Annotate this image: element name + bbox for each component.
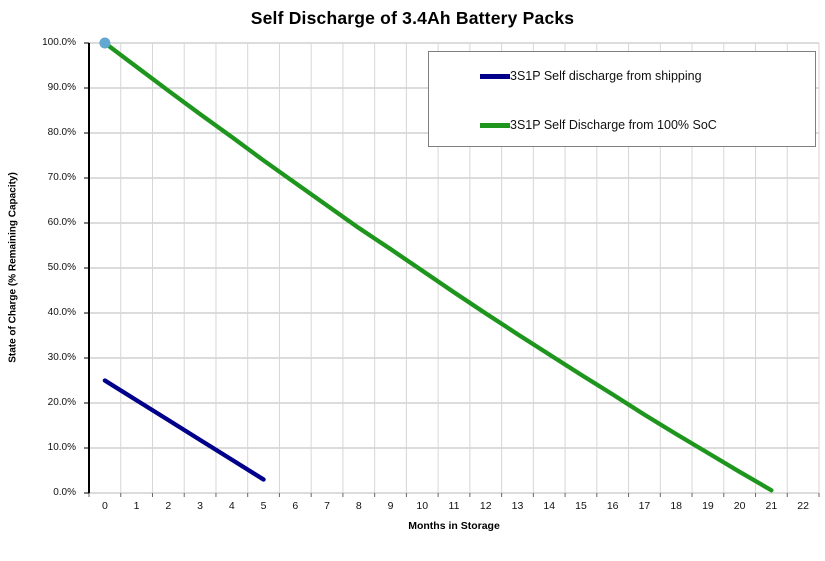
y-tick-label: 20.0%	[47, 397, 76, 408]
x-tick-label: 12	[479, 500, 492, 512]
y-tick-label: 0.0%	[53, 487, 76, 498]
x-tick-label: 3	[197, 500, 203, 512]
legend: 3S1P Self discharge from shipping 3S1P S…	[428, 51, 816, 147]
x-tick-label: 8	[355, 500, 362, 512]
soc-line-swatch	[480, 122, 510, 128]
x-tick-label: 17	[638, 500, 651, 512]
x-tick-label: 15	[575, 500, 587, 512]
y-tick-label: 40.0%	[47, 307, 76, 318]
x-tick-label: 20	[733, 500, 746, 512]
y-tick-label: 10.0%	[47, 442, 76, 453]
legend-label-shipping: 3S1P Self discharge from shipping	[510, 69, 702, 83]
x-tick-label: 19	[702, 500, 714, 512]
x-tick-label: 13	[511, 500, 524, 512]
x-tick-label: 6	[292, 500, 299, 512]
x-tick-label: 7	[324, 500, 330, 512]
x-tick-label: 14	[543, 500, 556, 512]
shipping-line-swatch	[480, 73, 510, 79]
x-tick-label: 18	[670, 500, 683, 512]
soc-discharge-line	[102, 40, 774, 493]
chart-title: Self Discharge of 3.4Ah Battery Packs	[250, 8, 575, 28]
y-tick-label: 90.0%	[47, 82, 76, 93]
x-tick-label: 11	[448, 500, 460, 512]
start-point-marker	[99, 37, 111, 49]
y-tick-label: 60.0%	[47, 217, 76, 228]
x-tick-label: 4	[228, 500, 235, 512]
y-tick-label: 80.0%	[47, 127, 76, 138]
x-tick-label: 22	[797, 500, 809, 512]
y-tick-label: 100.0%	[42, 37, 76, 48]
x-tick-label: 0	[101, 500, 108, 512]
shipping-discharge-line	[102, 378, 266, 482]
x-tick-label: 16	[606, 500, 619, 512]
x-tick-label: 21	[765, 500, 778, 512]
x-tick-label: 2	[165, 500, 172, 512]
x-tick-label: 5	[260, 500, 267, 512]
y-tick-label: 30.0%	[47, 352, 76, 363]
y-tick-label: 70.0%	[47, 172, 76, 183]
x-tick-label: 10	[416, 500, 429, 512]
y-tick-label: 50.0%	[47, 262, 76, 273]
legend-label-100soc: 3S1P Self Discharge from 100% SoC	[510, 118, 717, 132]
legend-item-100soc: 3S1P Self Discharge from 100% SoC	[480, 118, 717, 132]
x-axis-title: Months in Storage	[408, 520, 500, 532]
legend-item-shipping: 3S1P Self discharge from shipping	[480, 69, 702, 83]
x-tick-label: 9	[387, 500, 394, 512]
y-axis-title: State of Charge (% Remaining Capacity)	[7, 172, 19, 363]
x-tick-label: 1	[133, 500, 140, 512]
